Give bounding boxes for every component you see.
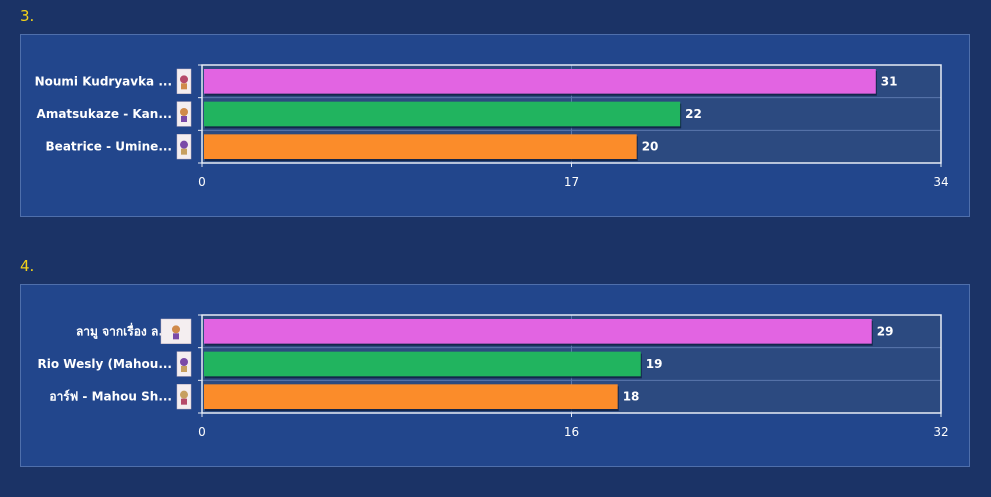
bar — [204, 319, 872, 344]
bar — [204, 384, 618, 409]
tick-label: 32 — [933, 425, 948, 439]
bar — [204, 69, 876, 94]
bar-chart: 29 ลามู จากเรื่อง ล... 19 Rio Wesly (Mahou.… — [37, 314, 949, 439]
data-label: 20 — [642, 140, 659, 154]
category-label: Rio Wesly (Mahou... — [37, 357, 172, 371]
data-label: 31 — [881, 74, 898, 88]
data-label: 29 — [877, 324, 894, 338]
category-label: Beatrice - Umine... — [46, 140, 172, 154]
section-number: 3. — [20, 7, 35, 25]
avatar-thumbnail — [176, 101, 192, 127]
bar — [204, 101, 681, 127]
data-label: 18 — [623, 390, 640, 404]
category-label: Amatsukaze - Kan... — [37, 107, 172, 121]
tick-label: 0 — [198, 425, 206, 439]
bar — [204, 134, 637, 159]
avatar-thumbnail — [176, 68, 192, 94]
category-label: อาร์ฟ - Mahou Sh... — [49, 390, 172, 404]
avatar-thumbnail — [176, 351, 192, 377]
chart-panel: 31 Noumi Kudryavka ... 22 Amatsukaze - Kan.… — [20, 34, 970, 217]
chart-panel: 29 ลามู จากเรื่อง ล... 19 Rio Wesly (Mahou.… — [20, 284, 970, 467]
category-label: Noumi Kudryavka ... — [35, 74, 172, 88]
avatar-thumbnail — [176, 384, 192, 410]
data-label: 22 — [685, 107, 702, 121]
data-label: 19 — [646, 357, 663, 371]
tick-label: 17 — [564, 175, 579, 189]
bar — [204, 351, 641, 377]
tick-label: 16 — [564, 425, 579, 439]
bar-chart: 31 Noumi Kudryavka ... 22 Amatsukaze - Kan.… — [35, 64, 949, 189]
avatar-thumbnail — [176, 134, 192, 160]
category-label: ลามู จากเรื่อง ล... — [76, 322, 172, 339]
tick-label: 34 — [933, 175, 948, 189]
tick-label: 0 — [198, 175, 206, 189]
section-number: 4. — [20, 257, 35, 275]
avatar-thumbnail — [160, 318, 192, 344]
